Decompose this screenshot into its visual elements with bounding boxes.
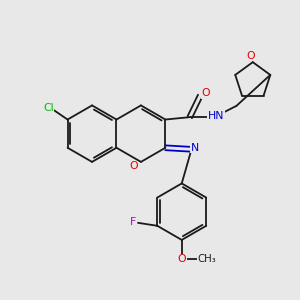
Text: O: O: [246, 51, 255, 61]
Text: CH₃: CH₃: [198, 254, 216, 264]
Text: O: O: [177, 254, 186, 264]
Text: O: O: [201, 88, 210, 98]
Text: F: F: [130, 217, 136, 227]
Text: N: N: [191, 143, 199, 153]
Text: Cl: Cl: [43, 103, 54, 113]
Text: HN: HN: [207, 111, 224, 121]
Text: O: O: [129, 161, 138, 171]
